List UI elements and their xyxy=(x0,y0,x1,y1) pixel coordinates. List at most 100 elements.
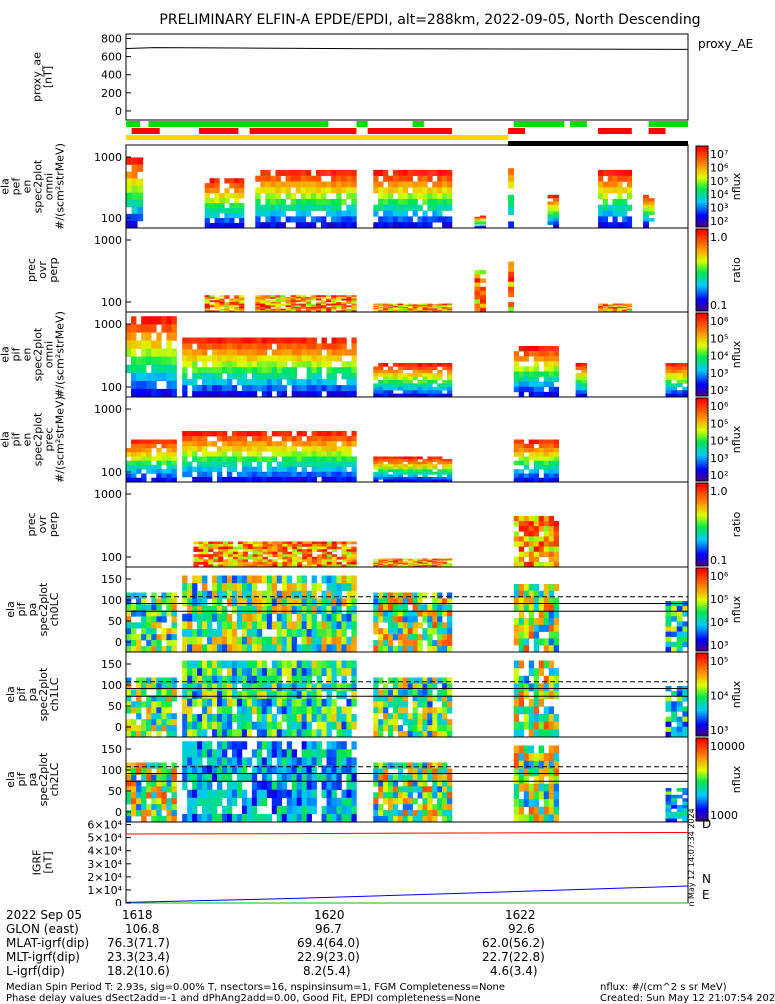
p0-pixel xyxy=(393,616,398,622)
p1-pixel xyxy=(413,731,418,737)
p1-pixel xyxy=(146,701,151,707)
p0-pixel xyxy=(327,606,332,614)
p2-pixel xyxy=(197,749,202,757)
p0-pixel xyxy=(529,584,534,591)
p2-pixel xyxy=(197,790,202,798)
s5-pixel xyxy=(342,542,347,545)
s1-pixel xyxy=(286,182,291,188)
p1-pixel xyxy=(317,683,322,691)
s4-pixel xyxy=(161,444,166,449)
s5-pixel xyxy=(342,554,347,557)
s4-pixel xyxy=(287,457,292,462)
s5-pixel xyxy=(554,536,559,541)
p2-pixel xyxy=(232,757,237,765)
s3-pixel xyxy=(666,387,672,391)
s1-pixel xyxy=(255,187,260,193)
p0-pixel xyxy=(202,591,207,599)
p0-pixel xyxy=(207,606,212,614)
p1-pixel xyxy=(287,729,292,737)
s3-pixel xyxy=(161,373,166,381)
s1-pixel xyxy=(432,199,437,205)
p1-pixel xyxy=(317,722,322,730)
p2-pixel xyxy=(161,798,166,804)
p0-pixel xyxy=(232,583,237,591)
p1-pixel xyxy=(297,668,302,676)
p1-pixel xyxy=(197,729,202,737)
p0-pixel xyxy=(277,576,282,584)
p2-pixel xyxy=(182,814,187,822)
s3-pixel xyxy=(252,385,257,391)
s1-pixel xyxy=(260,170,265,176)
p1-pixel xyxy=(237,729,242,737)
p2-pixel xyxy=(322,749,327,757)
s1-pixel xyxy=(418,176,423,182)
p0-pixel xyxy=(373,622,378,628)
p1-pixel xyxy=(126,707,131,713)
p0-pixel xyxy=(534,632,539,639)
s4-pixel xyxy=(252,446,257,451)
p0-pixel xyxy=(351,644,356,652)
s4-pixel xyxy=(519,457,524,462)
p2-pixel xyxy=(141,792,146,798)
p2-pixel xyxy=(317,741,322,749)
p2-pixel xyxy=(388,816,393,822)
s3-pixel xyxy=(161,389,166,397)
p1-pixel xyxy=(237,661,242,669)
s4-pixel xyxy=(172,452,177,457)
s3-pixel xyxy=(267,373,272,379)
s5-pixel xyxy=(272,552,277,555)
s5-pixel xyxy=(213,559,218,562)
p0-pixel xyxy=(237,583,242,591)
s3-ytick-label-0: 1000 xyxy=(94,318,122,331)
s3-pixel xyxy=(666,383,672,387)
s1-pixel xyxy=(418,182,423,188)
s5-pixel xyxy=(544,542,549,547)
p1-pixel xyxy=(398,713,403,719)
p1-pixel xyxy=(427,725,432,731)
s3-pixel xyxy=(131,389,136,397)
p1-pixel xyxy=(217,683,222,691)
s2-pixel xyxy=(336,299,341,301)
s4-pixel xyxy=(187,462,192,467)
s4-pixel xyxy=(292,462,297,467)
p1-pixel xyxy=(544,676,549,684)
s3-pixel xyxy=(514,382,519,387)
s3-pixel xyxy=(378,383,383,387)
s3-pixel xyxy=(524,346,529,351)
s1-pixel xyxy=(408,193,413,199)
s4-pixel xyxy=(432,472,437,475)
s3-pixel xyxy=(549,387,554,392)
p1-pixel xyxy=(192,729,197,737)
s3-pixel xyxy=(539,351,544,356)
s3-pixel xyxy=(262,385,267,391)
s3-pixel xyxy=(197,373,202,379)
p1-pixel xyxy=(292,729,297,737)
s3-pixel xyxy=(337,391,342,397)
s1-pixel xyxy=(137,207,143,214)
p0-pixel xyxy=(156,622,161,628)
p1-pixel xyxy=(373,731,378,737)
p0-pixel xyxy=(403,616,408,622)
p0-pixel xyxy=(222,629,227,637)
p0-pixel xyxy=(378,640,383,646)
s5-pixel xyxy=(312,562,317,565)
s5-pixel xyxy=(447,560,452,561)
p1-pixel xyxy=(247,722,252,730)
p2-pixel xyxy=(242,814,247,822)
s5-pixel xyxy=(544,516,549,521)
p1-pixel xyxy=(539,661,544,669)
s4-pixel xyxy=(413,464,418,467)
s3-pixel xyxy=(146,332,151,340)
s4-colorbar-tick-4: 10² xyxy=(710,469,728,482)
s4-pixel xyxy=(166,461,171,466)
p2-pixel xyxy=(317,749,322,757)
s4-pixel xyxy=(227,441,232,446)
p1-pixel xyxy=(272,699,277,707)
p2-pixel xyxy=(161,804,166,810)
p2-pixel xyxy=(237,741,242,749)
s1-pixel xyxy=(427,205,432,211)
p0-pixel xyxy=(393,593,398,599)
p1-pixel xyxy=(262,706,267,714)
p2-pixel xyxy=(232,814,237,822)
s4-pixel xyxy=(432,464,437,467)
